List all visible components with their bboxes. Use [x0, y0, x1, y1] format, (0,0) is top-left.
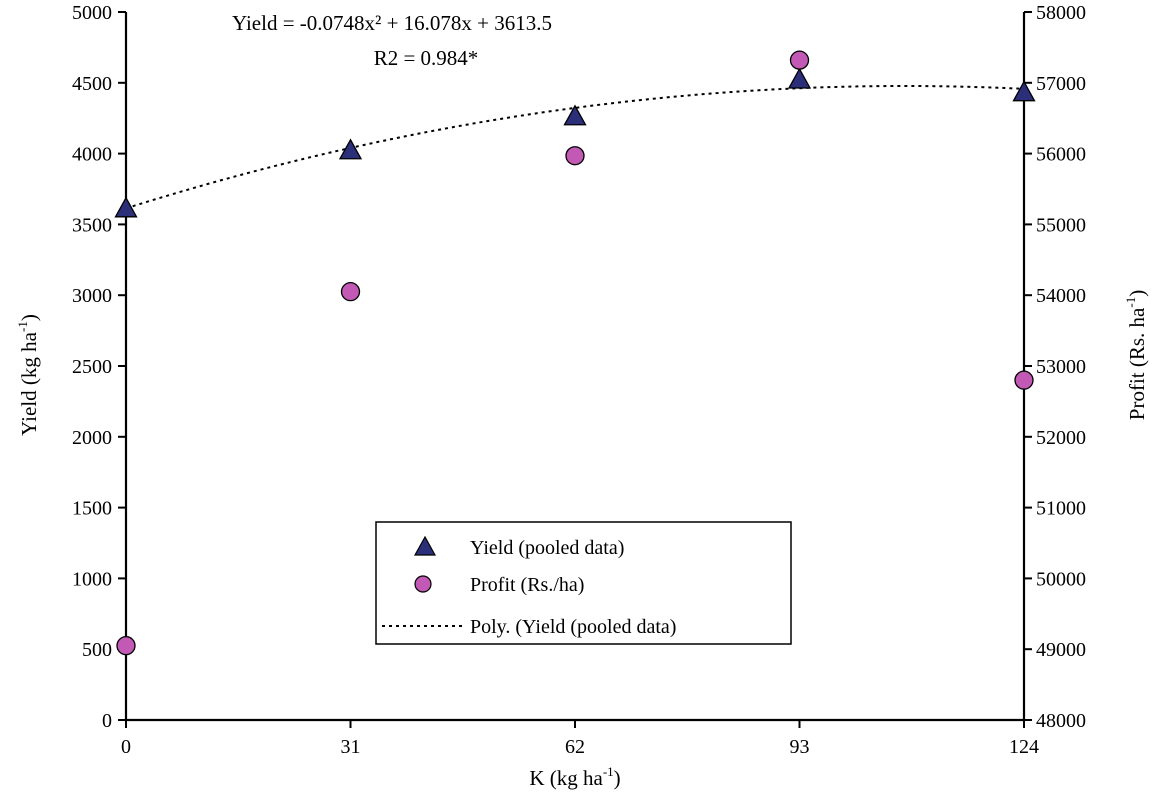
profit-point	[565, 146, 585, 166]
legend-label-profit: Profit (Rs./ha)	[470, 574, 584, 596]
yield-point	[114, 196, 138, 218]
legend-item-trendline: Poly. (Yield (pooled data)	[382, 616, 676, 638]
legend-triangle-icon	[413, 535, 437, 556]
y-right-axis-title: Profit (Rs. ha-1)	[1123, 290, 1149, 420]
y-right-tick-label: 50000	[1036, 568, 1086, 590]
y-left-tick-label: 1500	[72, 498, 112, 520]
y-left-tick-label: 0	[102, 710, 112, 732]
legend-item-yield: Yield (pooled data)	[413, 535, 624, 559]
y-right-tick-label: 54000	[1036, 285, 1086, 307]
y-left-tick-label: 4000	[72, 144, 112, 166]
yield-point	[1012, 80, 1036, 102]
x-tick-label: 0	[121, 736, 131, 758]
yield-point	[338, 138, 363, 160]
y-right-tick-label: 58000	[1036, 2, 1086, 24]
y-right-tick-label: 52000	[1036, 427, 1086, 449]
x-tick-label: 124	[1009, 736, 1039, 758]
y-left-tick-label: 500	[82, 639, 112, 661]
y-left-tick-label: 3000	[72, 285, 112, 307]
trendline-path	[125, 84, 1025, 210]
marks-layer	[114, 50, 1036, 656]
y-left-tick-label: 2500	[72, 356, 112, 378]
y-right-tick-label: 51000	[1036, 498, 1086, 520]
profit-point	[116, 636, 136, 656]
y-right-tick-label: 49000	[1036, 639, 1086, 661]
axes-layer: 0 500 1000 1500 2000 2500 3000 3500 4000 4500 5000…	[72, 2, 1086, 758]
legend-box	[375, 521, 792, 645]
r2-label: R2 = 0.984*	[374, 46, 479, 70]
y-left-tick-label: 2000	[72, 427, 112, 449]
x-tick-label: 31	[341, 736, 361, 758]
x-tick-label: 93	[790, 736, 810, 758]
legend-circle-icon	[414, 575, 432, 593]
y-right-tick-label: 56000	[1036, 144, 1086, 166]
y-left-tick-label: 5000	[72, 2, 112, 24]
legend-label-yield: Yield (pooled data)	[470, 537, 624, 559]
profit-point	[340, 282, 361, 302]
x-tick-label: 62	[565, 736, 585, 758]
profit-point	[1014, 370, 1034, 390]
equation-label: Yield = -0.0748x² + 16.078x + 3613.5	[232, 11, 552, 35]
y-left-tick-label: 4500	[72, 73, 112, 95]
profit-point	[789, 50, 810, 70]
legend-item-profit: Profit (Rs./ha)	[414, 574, 584, 596]
yield-point	[787, 67, 812, 89]
legend-label-trendline: Poly. (Yield (pooled data)	[470, 616, 676, 638]
y-right-tick-label: 57000	[1036, 73, 1086, 95]
y-left-tick-label: 1000	[72, 568, 112, 590]
y-left-tick-label: 3500	[72, 214, 112, 236]
legend: Yield (pooled data) Profit (Rs./ha) Poly…	[375, 521, 792, 645]
y-right-tick-label: 48000	[1036, 710, 1086, 732]
trendline-layer	[125, 84, 1025, 210]
x-axis-title: K (kg ha-1)	[529, 764, 620, 790]
y-right-tick-label: 55000	[1036, 214, 1086, 236]
y-right-tick-label: 53000	[1036, 356, 1086, 378]
y-left-axis-title: Yield (kg ha-1)	[15, 314, 41, 436]
yield-point	[563, 104, 587, 126]
